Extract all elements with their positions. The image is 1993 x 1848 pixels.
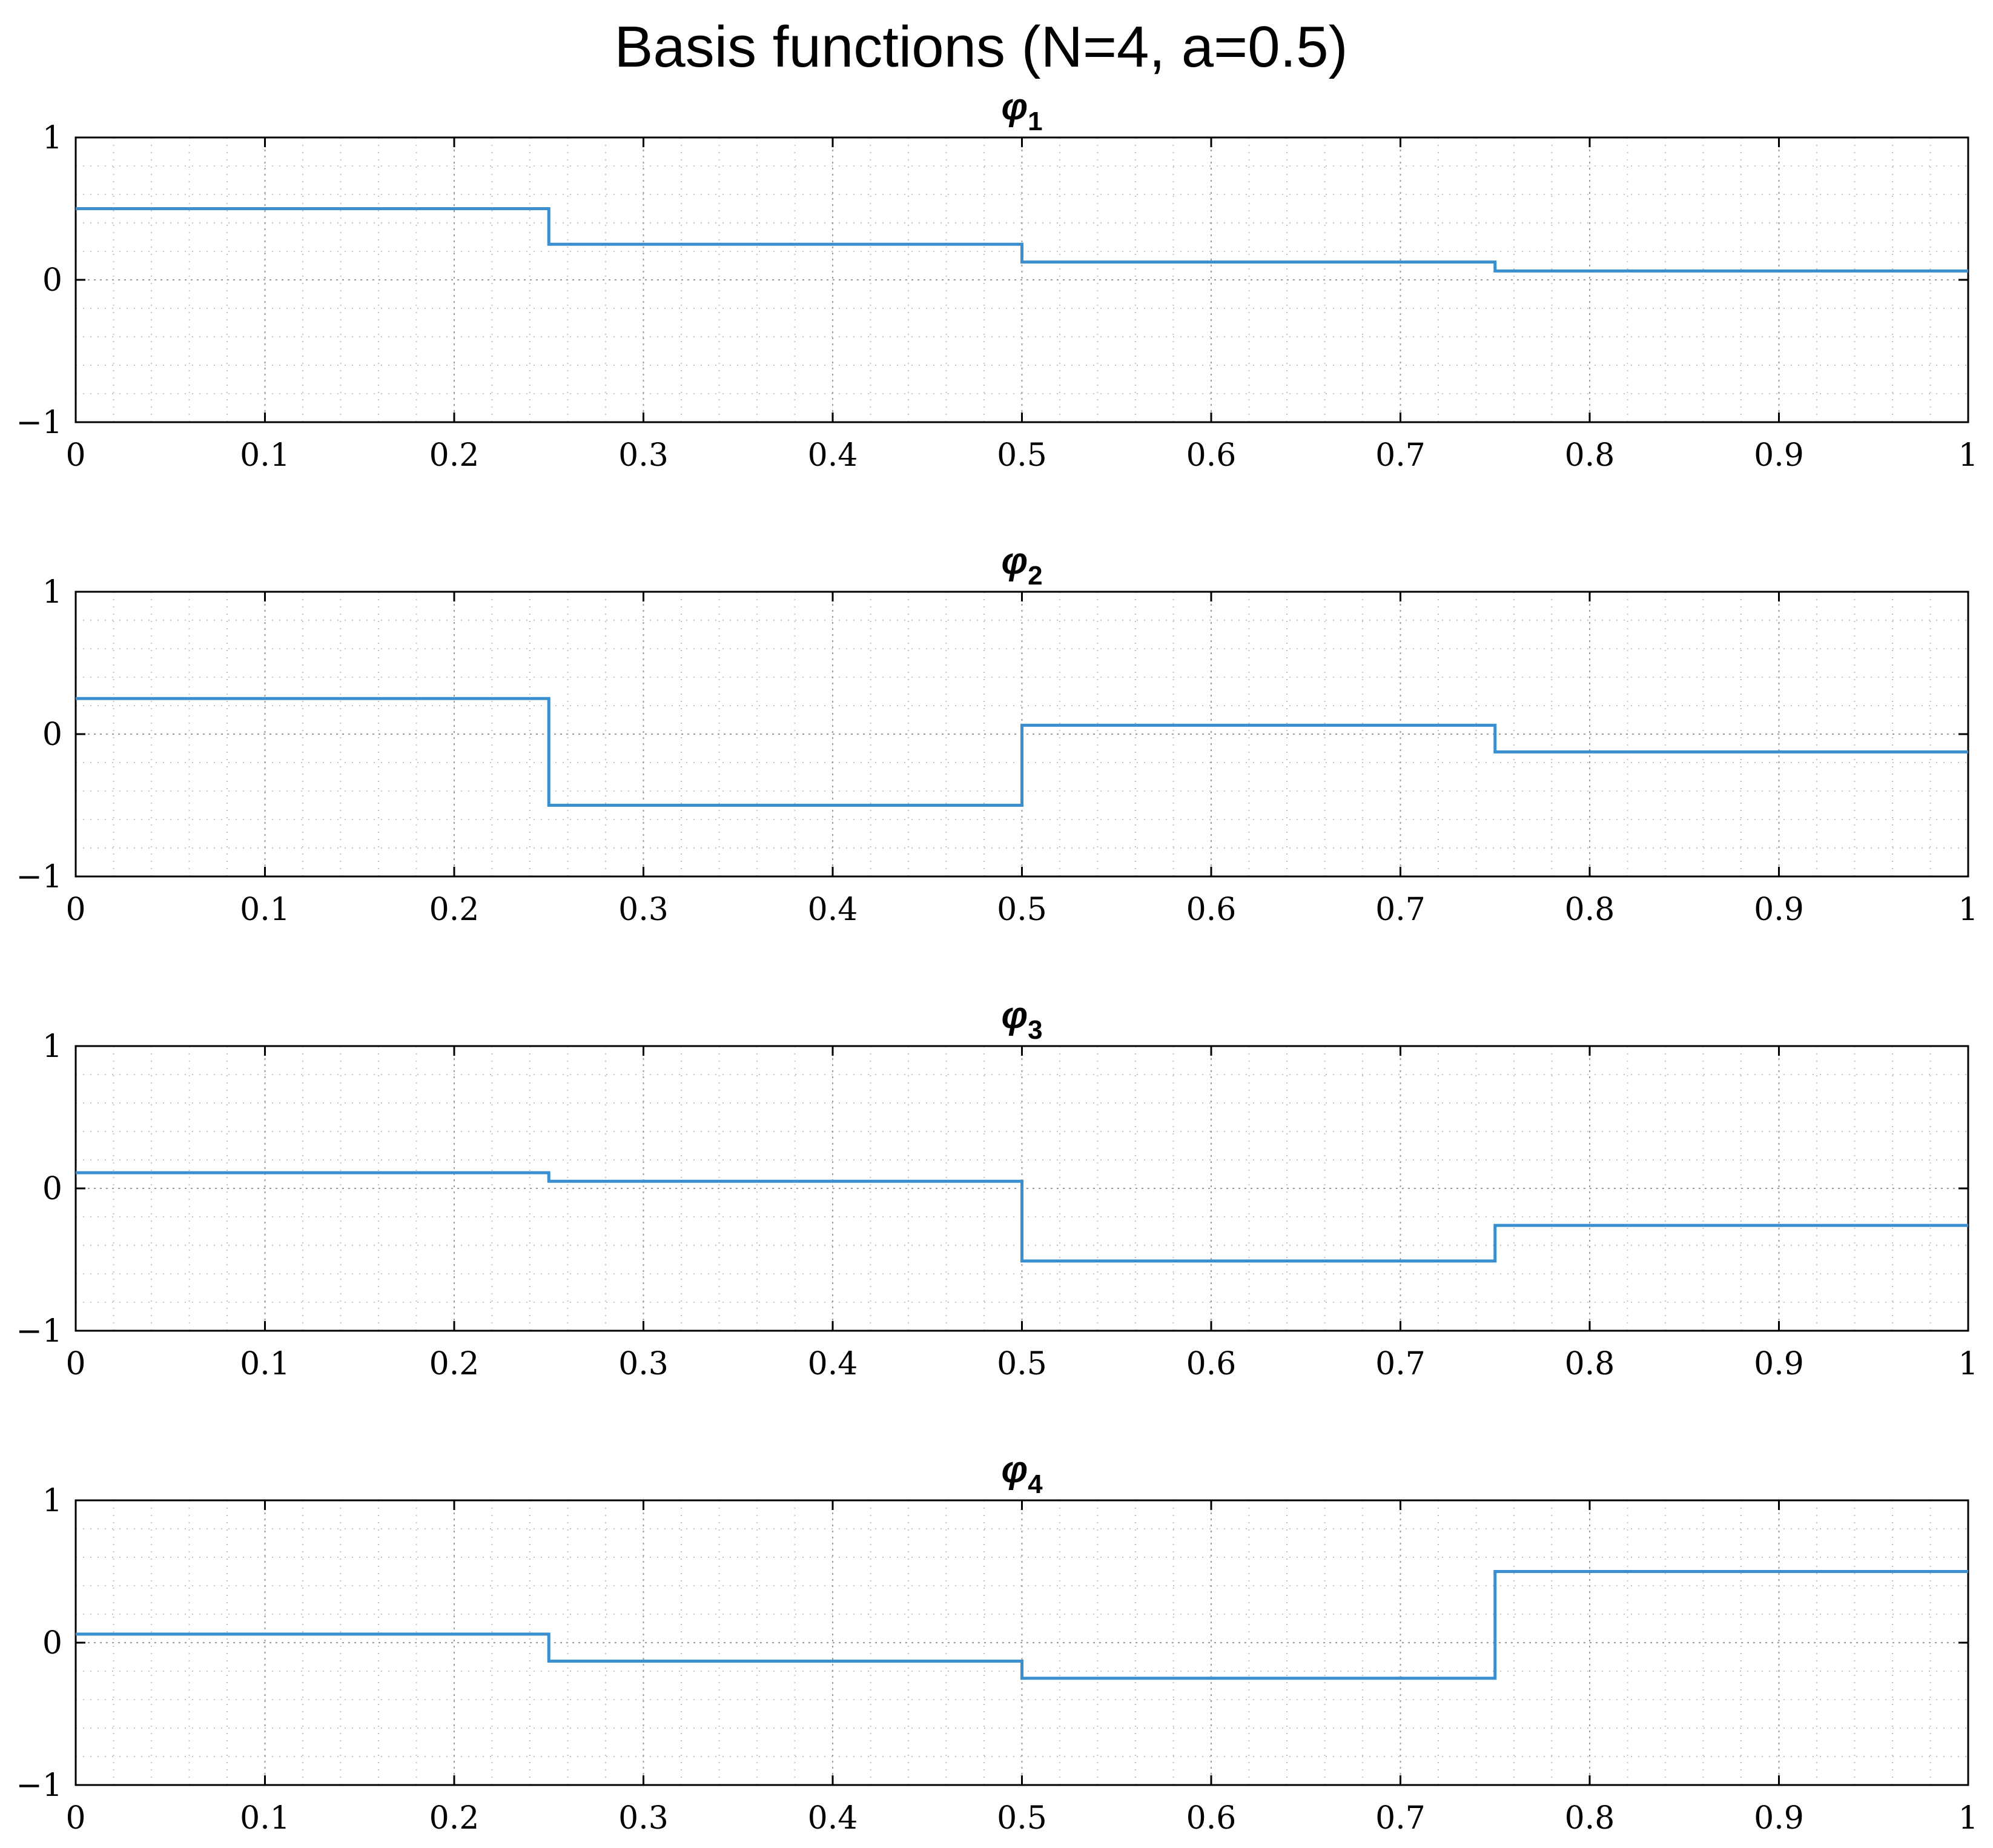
x-tick-label: 0.7 <box>1375 1346 1426 1382</box>
x-tick-label: 1 <box>1958 437 1978 474</box>
subplot-title: φ3 <box>1001 995 1042 1045</box>
subplot-phi3: φ30 0.1 0.2 0.3 0.4 0.5 0.6 0.7 0.8 0.9 1−101 <box>16 995 1978 1382</box>
subplot-title-subscript: 1 <box>1028 107 1042 136</box>
subplot-title-subscript: 2 <box>1028 561 1042 591</box>
y-tick-label: −1 <box>16 859 62 895</box>
x-tick-label: 0.2 <box>429 1346 480 1382</box>
subplot-phi1: φ10 0.1 0.2 0.3 0.4 0.5 0.6 0.7 0.8 0.9 1−101 <box>16 86 1978 474</box>
y-tick-label: 0 <box>42 717 62 753</box>
x-tick-label: 0.9 <box>1754 892 1804 928</box>
x-tick-label: 0.9 <box>1754 1800 1804 1836</box>
x-tick-label: 0 <box>65 1346 85 1382</box>
y-tick-label: −1 <box>16 1313 62 1350</box>
x-tick-label: 0.2 <box>429 1800 480 1836</box>
x-tick-label: 0.4 <box>808 1346 858 1382</box>
subplot-title-symbol: φ <box>1001 1449 1028 1491</box>
x-tick-label: 0.7 <box>1375 437 1426 474</box>
x-tick-label: 0.4 <box>808 437 858 474</box>
x-tick-label: 0.6 <box>1186 437 1237 474</box>
subplot-title: φ1 <box>1001 86 1042 136</box>
x-tick-label: 0.5 <box>997 437 1047 474</box>
series-line-phi2 <box>76 697 1968 807</box>
x-tick-label: 0.1 <box>240 1346 290 1382</box>
x-tick-label: 0.2 <box>429 437 480 474</box>
x-tick-label: 0.7 <box>1375 1800 1426 1836</box>
series-line-phi4 <box>76 1570 1968 1680</box>
x-tick-label: 0.6 <box>1186 892 1237 928</box>
subplot-title-symbol: φ <box>1001 540 1028 582</box>
x-tick-label: 0.7 <box>1375 892 1426 928</box>
x-tick-label: 0.2 <box>429 892 480 928</box>
x-tick-label: 0.8 <box>1565 437 1615 474</box>
subplot-phi4: φ40 0.1 0.2 0.3 0.4 0.5 0.6 0.7 0.8 0.9 1−101 <box>16 1449 1978 1836</box>
x-tick-label: 0.5 <box>997 1800 1047 1836</box>
x-tick-label: 0.4 <box>808 1800 858 1836</box>
subplot-title: φ2 <box>1001 540 1042 591</box>
x-tick-label: 0.5 <box>997 1346 1047 1382</box>
y-tick-label: 1 <box>42 1028 62 1065</box>
subplot-title-subscript: 4 <box>1028 1469 1043 1499</box>
x-tick-label: 0.6 <box>1186 1346 1237 1382</box>
subplot-title-symbol: φ <box>1001 995 1028 1036</box>
x-tick-label: 0.5 <box>997 892 1047 928</box>
x-tick-label: 0 <box>65 1800 85 1836</box>
x-tick-label: 0.8 <box>1565 892 1615 928</box>
series-line-phi1 <box>76 207 1968 273</box>
subplot-title-symbol: φ <box>1001 86 1028 128</box>
x-tick-label: 0.6 <box>1186 1800 1237 1836</box>
x-tick-label: 0.4 <box>808 892 858 928</box>
y-tick-label: 1 <box>42 574 62 611</box>
y-tick-label: −1 <box>16 405 62 441</box>
x-tick-label: 0.9 <box>1754 437 1804 474</box>
x-tick-label: 1 <box>1958 892 1978 928</box>
y-tick-label: 0 <box>42 1625 62 1661</box>
x-tick-label: 0 <box>65 437 85 474</box>
subplot-title: φ4 <box>1001 1449 1043 1499</box>
x-tick-label: 0.3 <box>618 1346 669 1382</box>
y-tick-label: 0 <box>42 262 62 299</box>
x-tick-label: 0.1 <box>240 1800 290 1836</box>
figure-title: Basis functions (N=4, a=0.5) <box>614 15 1347 79</box>
y-tick-label: −1 <box>16 1767 62 1804</box>
x-tick-label: 0.3 <box>618 1800 669 1836</box>
x-tick-label: 0.8 <box>1565 1800 1615 1836</box>
subplot-phi2: φ20 0.1 0.2 0.3 0.4 0.5 0.6 0.7 0.8 0.9 1−101 <box>16 540 1978 928</box>
x-tick-label: 0 <box>65 892 85 928</box>
series-line-phi3 <box>76 1171 1968 1263</box>
x-tick-label: 0.9 <box>1754 1346 1804 1382</box>
x-tick-label: 0.8 <box>1565 1346 1615 1382</box>
y-tick-label: 1 <box>42 120 62 156</box>
x-tick-label: 1 <box>1958 1800 1978 1836</box>
x-tick-label: 0.1 <box>240 437 290 474</box>
y-tick-label: 1 <box>42 1483 62 1519</box>
x-tick-label: 0.1 <box>240 892 290 928</box>
y-tick-label: 0 <box>42 1171 62 1207</box>
x-tick-label: 1 <box>1958 1346 1978 1382</box>
subplot-title-subscript: 3 <box>1028 1015 1042 1045</box>
x-tick-label: 0.3 <box>618 892 669 928</box>
x-tick-label: 0.3 <box>618 437 669 474</box>
